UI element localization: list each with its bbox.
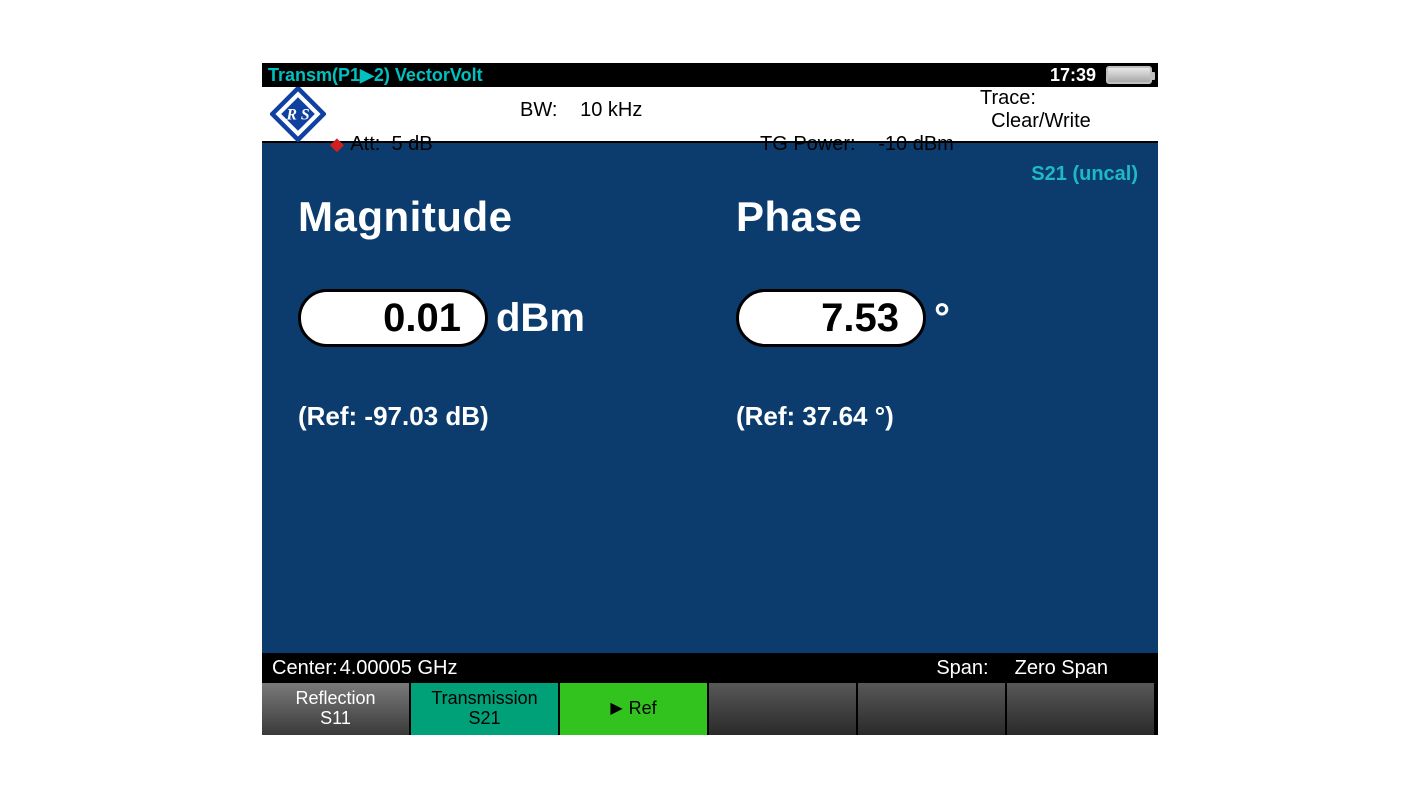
- bw-value: 10 kHz: [580, 99, 642, 121]
- softkey-6[interactable]: [1007, 683, 1156, 735]
- span-label: Span:: [936, 657, 988, 680]
- magnitude-title: Magnitude: [298, 193, 696, 241]
- svg-text:R S: R S: [285, 107, 309, 124]
- softkey-4[interactable]: [709, 683, 858, 735]
- rs-logo: R S: [266, 87, 330, 141]
- span-value: Zero Span: [1015, 657, 1108, 680]
- measurement-mode: Transm(P1▶2) VectorVolt: [268, 65, 483, 86]
- trace-value: Clear/Write: [991, 110, 1091, 132]
- trace-label: Trace:: [980, 87, 1042, 109]
- phase-value: 7.53: [736, 289, 926, 347]
- softkey-bar: Reflection S11 Transmission S21 ▶ Ref: [262, 683, 1158, 735]
- calibration-tag: S21 (uncal): [1031, 163, 1138, 186]
- softkey-5[interactable]: [858, 683, 1007, 735]
- magnitude-value: 0.01: [298, 289, 488, 347]
- center-label: Center:: [272, 657, 338, 680]
- play-icon: ▶: [610, 700, 622, 718]
- magnitude-block: Magnitude 0.01 dBm (Ref: -97.03 dB): [298, 193, 696, 432]
- measurement-panel: S21 (uncal) Magnitude 0.01 dBm (Ref: -97…: [262, 143, 1158, 653]
- phase-block: Phase 7.53 ° (Ref: 37.64 °): [736, 193, 1134, 432]
- magnitude-unit: dBm: [496, 296, 585, 341]
- softkey-transmission-s21[interactable]: Transmission S21: [411, 683, 560, 735]
- magnitude-ref: (Ref: -97.03 dB): [298, 401, 696, 432]
- top-status-bar: Transm(P1▶2) VectorVolt 17:39: [262, 63, 1158, 87]
- softkey-ref[interactable]: ▶ Ref: [560, 683, 709, 735]
- battery-icon: [1106, 66, 1152, 84]
- parameter-bar: R S BW: 10 kHz Trace: Clear/Write ◆ Att:…: [262, 87, 1158, 143]
- center-value: 4.00005 GHz: [340, 657, 458, 680]
- bw-label: BW:: [520, 99, 563, 121]
- phase-ref: (Ref: 37.64 °): [736, 401, 1134, 432]
- phase-title: Phase: [736, 193, 1134, 241]
- instrument-screen: Transm(P1▶2) VectorVolt 17:39 R S BW: 10…: [262, 63, 1158, 735]
- clock: 17:39: [1050, 65, 1096, 86]
- phase-unit: °: [934, 296, 950, 341]
- frequency-status-bar: Center: 4.00005 GHz Span: Zero Span: [262, 653, 1158, 683]
- softkey-reflection-s11[interactable]: Reflection S11: [262, 683, 411, 735]
